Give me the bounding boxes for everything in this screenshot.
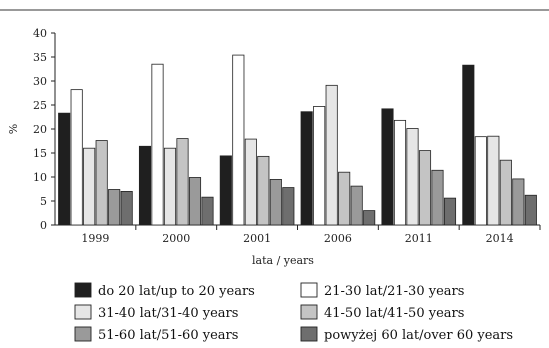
bar: [393, 119, 407, 226]
bar: [406, 128, 419, 226]
x-axis-title: lata / years: [252, 254, 314, 267]
bar: [282, 187, 295, 226]
bar: [524, 194, 537, 226]
bar: [499, 159, 512, 226]
bar: [219, 155, 232, 226]
y-tick-label: 35: [33, 51, 47, 64]
legend-label: powyżej 60 lat/over 60 years: [324, 328, 513, 343]
bar: [120, 190, 133, 226]
bar: [474, 136, 487, 226]
bar: [338, 171, 351, 226]
bar: [83, 147, 96, 226]
bar: [108, 189, 121, 226]
legend-item: 21-30 lat/21-30 years: [300, 282, 464, 299]
legend-item: do 20 lat/up to 20 years: [74, 282, 255, 299]
y-tick-label: 0: [40, 219, 47, 232]
x-tick-label: 2001: [243, 232, 271, 245]
y-tick-labels: 0 5 10 15 20 25 30 35 40: [33, 27, 47, 232]
bar: [363, 210, 376, 226]
legend-swatch: [74, 326, 92, 342]
y-tick-label: 30: [33, 75, 47, 88]
bar: [325, 84, 338, 226]
bar: [350, 185, 363, 226]
x-tick-label: 1999: [81, 232, 109, 245]
legend-label: 21-30 lat/21-30 years: [324, 284, 464, 299]
legend-swatch: [74, 282, 92, 298]
bar: [176, 138, 189, 226]
bar: [313, 106, 326, 226]
x-tick-label: 2011: [405, 232, 433, 245]
x-tick-label: 2006: [324, 232, 352, 245]
bar: [138, 145, 152, 226]
legend-item: powyżej 60 lat/over 60 years: [300, 326, 513, 343]
legend-label: 51-60 lat/51-60 years: [98, 328, 238, 343]
legend-swatch: [300, 282, 318, 298]
bar: [462, 64, 475, 226]
bars: [58, 54, 537, 226]
legend-item: 31-40 lat/31-40 years: [74, 304, 238, 321]
legend-label: 41-50 lat/41-50 years: [324, 306, 464, 321]
y-tick-label: 10: [33, 171, 47, 184]
bar: [487, 135, 500, 226]
bar: [232, 54, 245, 226]
bar: [431, 169, 444, 226]
bar: [418, 150, 432, 226]
x-tick-label: 2000: [162, 232, 190, 245]
bar: [151, 63, 164, 226]
bar: [381, 108, 394, 226]
y-tick-label: 5: [40, 195, 47, 208]
bar: [300, 111, 313, 226]
axes: [51, 32, 541, 230]
x-tick-labels: 1999 2000 2001 2006 2011 2014: [81, 232, 513, 245]
legend-label: 31-40 lat/31-40 years: [98, 306, 238, 321]
legend-swatch: [300, 304, 318, 320]
bar: [443, 197, 457, 226]
bar: [70, 89, 83, 226]
y-tick-label: 40: [33, 27, 47, 40]
bar: [95, 140, 108, 226]
bar: [244, 138, 257, 226]
y-tick-label: 15: [33, 147, 47, 160]
bar: [58, 112, 71, 226]
bar: [257, 155, 270, 226]
x-tick-label: 2014: [486, 232, 514, 245]
legend-item: 41-50 lat/41-50 years: [300, 304, 464, 321]
y-tick-label: 25: [33, 99, 47, 112]
legend-item: 51-60 lat/51-60 years: [74, 326, 238, 343]
bar: [201, 196, 214, 226]
bar: [512, 178, 525, 226]
bar: [269, 178, 282, 226]
legend-swatch: [300, 326, 318, 342]
legend-label: do 20 lat/up to 20 years: [98, 284, 255, 299]
y-axis-title: %: [7, 124, 20, 134]
legend-swatch: [74, 304, 92, 320]
y-tick-label: 20: [33, 123, 47, 136]
bar: [188, 177, 202, 226]
bar: [163, 147, 177, 226]
legend: do 20 lat/up to 20 years 21-30 lat/21-30 …: [74, 282, 513, 343]
